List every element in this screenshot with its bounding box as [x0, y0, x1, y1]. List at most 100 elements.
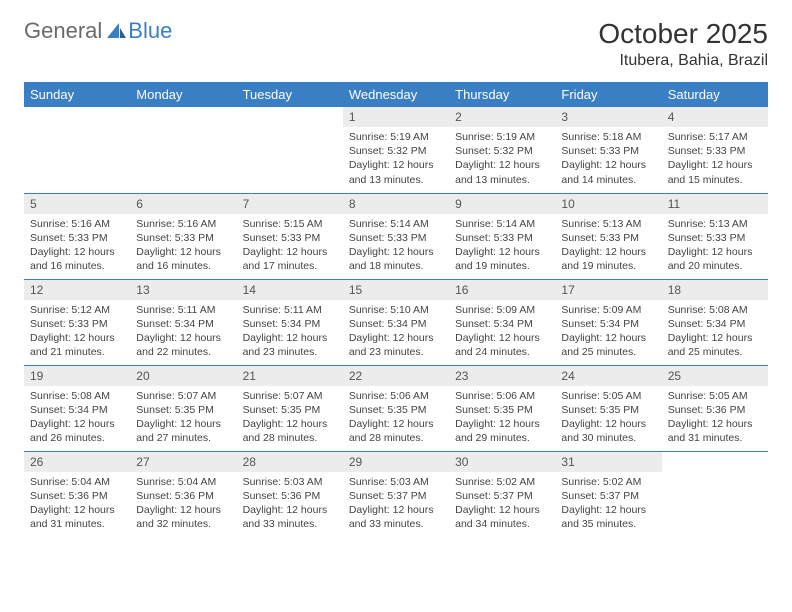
sail-icon — [106, 22, 128, 40]
calendar-cell: 6Sunrise: 5:16 AMSunset: 5:33 PMDaylight… — [130, 193, 236, 279]
sunset-line: Sunset: 5:36 PM — [668, 404, 746, 416]
day-number: 5 — [24, 194, 130, 214]
sunrise-line: Sunrise: 5:07 AM — [243, 390, 323, 402]
sunset-line: Sunset: 5:37 PM — [455, 490, 533, 502]
day-details: Sunrise: 5:03 AMSunset: 5:36 PMDaylight:… — [237, 472, 343, 536]
daylight-line: Daylight: 12 hours and 18 minutes. — [349, 246, 434, 272]
calendar-cell: 19Sunrise: 5:08 AMSunset: 5:34 PMDayligh… — [24, 365, 130, 451]
calendar-cell: 7Sunrise: 5:15 AMSunset: 5:33 PMDaylight… — [237, 193, 343, 279]
month-title: October 2025 — [598, 18, 768, 50]
sunrise-line: Sunrise: 5:18 AM — [561, 131, 641, 143]
calendar-cell: 29Sunrise: 5:03 AMSunset: 5:37 PMDayligh… — [343, 451, 449, 537]
daylight-line: Daylight: 12 hours and 33 minutes. — [243, 504, 328, 530]
weekday-header: Tuesday — [237, 82, 343, 107]
calendar-cell: 2Sunrise: 5:19 AMSunset: 5:32 PMDaylight… — [449, 107, 555, 193]
daylight-line: Daylight: 12 hours and 23 minutes. — [349, 332, 434, 358]
brand-part1: General — [24, 18, 102, 44]
sunrise-line: Sunrise: 5:04 AM — [30, 476, 110, 488]
calendar-body: 1Sunrise: 5:19 AMSunset: 5:32 PMDaylight… — [24, 107, 768, 537]
calendar-cell: 22Sunrise: 5:06 AMSunset: 5:35 PMDayligh… — [343, 365, 449, 451]
brand-part2: Blue — [128, 18, 172, 44]
sunset-line: Sunset: 5:35 PM — [455, 404, 533, 416]
sunset-line: Sunset: 5:33 PM — [668, 145, 746, 157]
sunset-line: Sunset: 5:34 PM — [349, 318, 427, 330]
page-header: General Blue October 2025 Itubera, Bahia… — [24, 18, 768, 70]
calendar-cell: 5Sunrise: 5:16 AMSunset: 5:33 PMDaylight… — [24, 193, 130, 279]
day-details: Sunrise: 5:02 AMSunset: 5:37 PMDaylight:… — [555, 472, 661, 536]
day-details: Sunrise: 5:13 AMSunset: 5:33 PMDaylight:… — [555, 214, 661, 278]
calendar-cell — [24, 107, 130, 193]
day-details: Sunrise: 5:08 AM Sunset: 5:34 PM Daylight:… — [24, 386, 130, 450]
daylight-line: Daylight: 12 hours and 13 minutes. — [349, 159, 434, 185]
day-details: Sunrise: 5:11 AMSunset: 5:34 PMDaylight:… — [237, 300, 343, 364]
day-number: 4 — [662, 107, 768, 127]
sunrise-line: Sunrise: 5:09 AM — [455, 304, 535, 316]
location-text: Itubera, Bahia, Brazil — [598, 52, 768, 70]
calendar-cell: 3Sunrise: 5:18 AMSunset: 5:33 PMDaylight… — [555, 107, 661, 193]
calendar-cell: 20Sunrise: 5:07 AMSunset: 5:35 PMDayligh… — [130, 365, 236, 451]
sunrise-line: Sunrise: 5:08 AM — [30, 390, 110, 402]
daylight-line: Daylight: 12 hours and 28 minutes. — [349, 418, 434, 444]
calendar-cell: 28Sunrise: 5:03 AMSunset: 5:36 PMDayligh… — [237, 451, 343, 537]
calendar-cell: 26 Sunrise: 5:04 AM Sunset: 5:36 PM Dayligh… — [24, 451, 130, 537]
sunrise-line: Sunrise: 5:16 AM — [136, 218, 216, 230]
sunset-line: Sunset: 5:33 PM — [30, 232, 108, 244]
sunrise-line: Sunrise: 5:05 AM — [561, 390, 641, 402]
weekday-header: Sunday — [24, 82, 130, 107]
sunrise-line: Sunrise: 5:13 AM — [561, 218, 641, 230]
sunset-line: Sunset: 5:37 PM — [561, 490, 639, 502]
daylight-line: Daylight: 12 hours and 31 minutes. — [668, 418, 753, 444]
daylight-line: Daylight: 12 hours and 19 minutes. — [561, 246, 646, 272]
day-number: 12 — [24, 280, 130, 300]
day-number: 22 — [343, 366, 449, 386]
day-details: Sunrise: 5:13 AMSunset: 5:33 PMDaylight:… — [662, 214, 768, 278]
day-details: Sunrise: 5:19 AMSunset: 5:32 PMDaylight:… — [343, 127, 449, 191]
day-number: 26 — [24, 452, 130, 472]
day-details: Sunrise: 5:12 AMSunset: 5:33 PMDaylight:… — [24, 300, 130, 364]
brand-logo: General Blue — [24, 18, 172, 44]
sunset-line: Sunset: 5:34 PM — [30, 404, 108, 416]
sunrise-line: Sunrise: 5:15 AM — [243, 218, 323, 230]
sunrise-line: Sunrise: 5:06 AM — [349, 390, 429, 402]
day-details: Sunrise: 5:15 AMSunset: 5:33 PMDaylight:… — [237, 214, 343, 278]
day-number: 21 — [237, 366, 343, 386]
sunrise-line: Sunrise: 5:19 AM — [455, 131, 535, 143]
day-details: Sunrise: 5:16 AMSunset: 5:33 PMDaylight:… — [130, 214, 236, 278]
sunrise-line: Sunrise: 5:11 AM — [243, 304, 322, 316]
day-details: Sunrise: 5:08 AMSunset: 5:34 PMDaylight:… — [662, 300, 768, 364]
sunset-line: Sunset: 5:35 PM — [561, 404, 639, 416]
daylight-line: Daylight: 12 hours and 27 minutes. — [136, 418, 221, 444]
calendar-head: SundayMondayTuesdayWednesdayThursdayFrid… — [24, 82, 768, 107]
day-number: 15 — [343, 280, 449, 300]
sunrise-line: Sunrise: 5:02 AM — [455, 476, 535, 488]
day-number: 24 — [555, 366, 661, 386]
day-details: Sunrise: 5:18 AMSunset: 5:33 PMDaylight:… — [555, 127, 661, 191]
sunrise-line: Sunrise: 5:06 AM — [455, 390, 535, 402]
sunset-line: Sunset: 5:34 PM — [455, 318, 533, 330]
calendar-row: 5Sunrise: 5:16 AMSunset: 5:33 PMDaylight… — [24, 193, 768, 279]
sunset-line: Sunset: 5:36 PM — [30, 490, 108, 502]
sunrise-line: Sunrise: 5:19 AM — [349, 131, 429, 143]
calendar-cell — [662, 451, 768, 537]
day-details: Sunrise: 5:19 AMSunset: 5:32 PMDaylight:… — [449, 127, 555, 191]
calendar-cell — [237, 107, 343, 193]
sunrise-line: Sunrise: 5:12 AM — [30, 304, 110, 316]
weekday-header: Friday — [555, 82, 661, 107]
day-number: 25 — [662, 366, 768, 386]
daylight-line: Daylight: 12 hours and 32 minutes. — [136, 504, 221, 530]
day-details: Sunrise: 5:11 AMSunset: 5:34 PMDaylight:… — [130, 300, 236, 364]
calendar-cell: 17Sunrise: 5:09 AMSunset: 5:34 PMDayligh… — [555, 279, 661, 365]
calendar-cell: 14Sunrise: 5:11 AMSunset: 5:34 PMDayligh… — [237, 279, 343, 365]
daylight-line: Daylight: 12 hours and 34 minutes. — [455, 504, 540, 530]
calendar-cell: 18Sunrise: 5:08 AMSunset: 5:34 PMDayligh… — [662, 279, 768, 365]
day-number: 29 — [343, 452, 449, 472]
daylight-line: Daylight: 12 hours and 31 minutes. — [30, 504, 115, 530]
sunrise-line: Sunrise: 5:05 AM — [668, 390, 748, 402]
day-number: 20 — [130, 366, 236, 386]
day-details: Sunrise: 5:02 AM Sunset: 5:37 PM Daylight:… — [449, 472, 555, 536]
daylight-line: Daylight: 12 hours and 26 minutes. — [30, 418, 115, 444]
calendar-cell: 21Sunrise: 5:07 AMSunset: 5:35 PMDayligh… — [237, 365, 343, 451]
calendar-cell: 31Sunrise: 5:02 AMSunset: 5:37 PMDayligh… — [555, 451, 661, 537]
calendar-row: 1Sunrise: 5:19 AMSunset: 5:32 PMDaylight… — [24, 107, 768, 193]
day-number: 7 — [237, 194, 343, 214]
